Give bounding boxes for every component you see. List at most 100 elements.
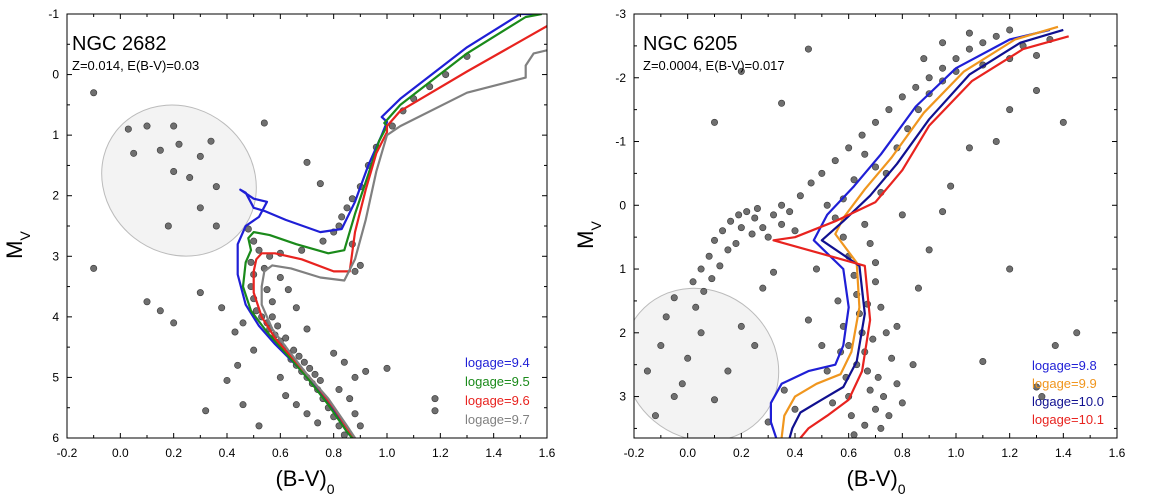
star-point (231, 328, 239, 336)
star-point (383, 364, 391, 372)
star-point (764, 233, 772, 241)
x-tick-label: 1.6 (539, 446, 556, 460)
star-point (871, 278, 879, 286)
isochrone-line (780, 25, 1059, 438)
star-point (234, 361, 242, 369)
star-point (255, 246, 263, 254)
star-point (1033, 383, 1041, 391)
star-point (877, 424, 885, 432)
star-point (705, 252, 713, 260)
star-point (751, 342, 759, 350)
y-tick-label: 1 (52, 128, 59, 142)
star-point (850, 176, 858, 184)
star-point (888, 354, 896, 362)
x-tick-label: 0.6 (272, 446, 289, 460)
y-tick-label: 2 (619, 326, 626, 340)
star-point (992, 32, 1000, 40)
star-point (831, 157, 839, 165)
star-point (156, 146, 164, 154)
star-point (710, 118, 718, 126)
star-point (925, 74, 933, 82)
star-point (124, 125, 132, 133)
star-point (791, 227, 799, 235)
star-point (719, 227, 727, 235)
star-point (250, 237, 258, 245)
legend-entry-logage-9.9: logage=9.9 (1032, 376, 1097, 391)
star-point (343, 204, 351, 212)
star-point (716, 262, 724, 270)
star-point (700, 287, 708, 295)
star-point (316, 376, 324, 384)
star-point (263, 286, 271, 294)
x-tick-label: 1.4 (1055, 446, 1072, 460)
star-point (175, 140, 183, 148)
star-point (796, 192, 804, 200)
star-point (1038, 393, 1046, 401)
legend-entry-logage-9.8: logage=9.8 (1032, 358, 1097, 373)
star-point (196, 204, 204, 212)
panel-ngc2682: NGC 2682 Z=0.014, E(B-V)=0.03 (B-V)0 MV … (2, 7, 556, 497)
star-point (388, 122, 396, 130)
star-point (290, 346, 298, 354)
isochrone-line (772, 35, 1069, 438)
y-tick-label: 0 (52, 68, 59, 82)
star-point (724, 246, 732, 254)
star-point (770, 268, 778, 276)
star-point (925, 246, 933, 254)
star-point (759, 284, 767, 292)
star-point (170, 319, 178, 327)
star-point (914, 106, 922, 114)
star-point (735, 211, 743, 219)
plot-area (634, 25, 1081, 438)
star-point (759, 224, 767, 232)
isochrone-line (260, 49, 547, 438)
star-point (845, 342, 853, 350)
star-point (979, 357, 987, 365)
star-point (965, 29, 973, 37)
star-point (247, 258, 255, 266)
star-point (871, 163, 879, 171)
star-point (143, 298, 151, 306)
x-tick-label: 1.0 (948, 446, 965, 460)
star-point (812, 265, 820, 273)
star-point (319, 237, 327, 245)
star-point (979, 39, 987, 47)
x-tick-label: 0.8 (325, 446, 342, 460)
star-point (804, 316, 812, 324)
star-point (356, 261, 364, 269)
x-tick-label: 0.2 (165, 446, 182, 460)
star-point (748, 230, 756, 238)
star-point (743, 208, 751, 216)
star-point (914, 284, 922, 292)
star-point (861, 220, 869, 228)
star-point (431, 395, 439, 403)
x-tick-label: 1.6 (1109, 446, 1126, 460)
star-point (885, 412, 893, 420)
isochrone-line (769, 28, 1051, 438)
star-point (255, 422, 263, 430)
star-point (858, 131, 866, 139)
y-tick-label: 2 (52, 189, 59, 203)
star-point (274, 322, 282, 330)
star-point (330, 349, 338, 357)
y-tick-label: 6 (52, 431, 59, 445)
star-point (692, 303, 700, 311)
star-point (737, 224, 745, 232)
y-tick-label: -1 (615, 135, 626, 149)
y-tick-label: 0 (619, 198, 626, 212)
star-point (912, 83, 920, 91)
star-point (356, 422, 364, 430)
star-point (871, 118, 879, 126)
star-point (295, 352, 303, 360)
panel-title: NGC 6205 (643, 33, 738, 55)
star-point (866, 386, 874, 394)
star-point (869, 335, 877, 343)
star-point (239, 319, 247, 327)
star-point (362, 367, 370, 375)
y-tick-label: -2 (615, 71, 626, 85)
star-point (778, 99, 786, 107)
star-point (1051, 342, 1059, 350)
star-point (143, 122, 151, 130)
star-point (893, 322, 901, 330)
